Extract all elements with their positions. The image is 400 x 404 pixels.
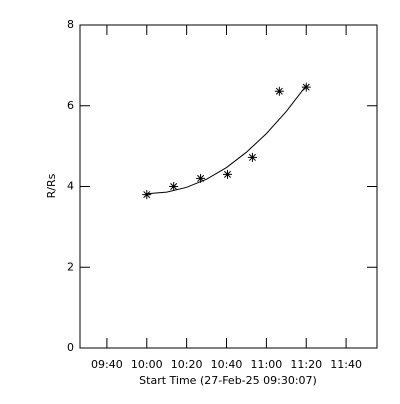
- y-tick-label: 0: [67, 341, 74, 354]
- x-tick-label: 10:40: [211, 358, 243, 371]
- y-tick-label: 2: [67, 260, 74, 273]
- point: [301, 82, 311, 92]
- x-tick-label: 11:20: [290, 358, 322, 371]
- y-tick-label: 4: [67, 180, 74, 193]
- y-tick-label: 6: [67, 99, 74, 112]
- point: [169, 182, 179, 191]
- x-axis-label: Start Time (27-Feb-25 09:30:07): [139, 374, 317, 387]
- x-tick-label: 11:00: [251, 358, 283, 371]
- point: [142, 190, 152, 200]
- point: [274, 86, 284, 96]
- y-axis-label: R/Rs: [45, 173, 58, 198]
- point: [247, 152, 257, 162]
- x-tick-label: 10:20: [171, 358, 203, 371]
- point: [196, 173, 206, 183]
- fit-line: [146, 85, 307, 195]
- plot-frame: [79, 24, 378, 349]
- point: [223, 169, 233, 179]
- x-tick-label: 11:40: [330, 358, 362, 371]
- x-tick-label: 09:40: [91, 358, 123, 371]
- y-tick-label: 8: [67, 18, 74, 31]
- x-tick-label: 10:00: [131, 358, 163, 371]
